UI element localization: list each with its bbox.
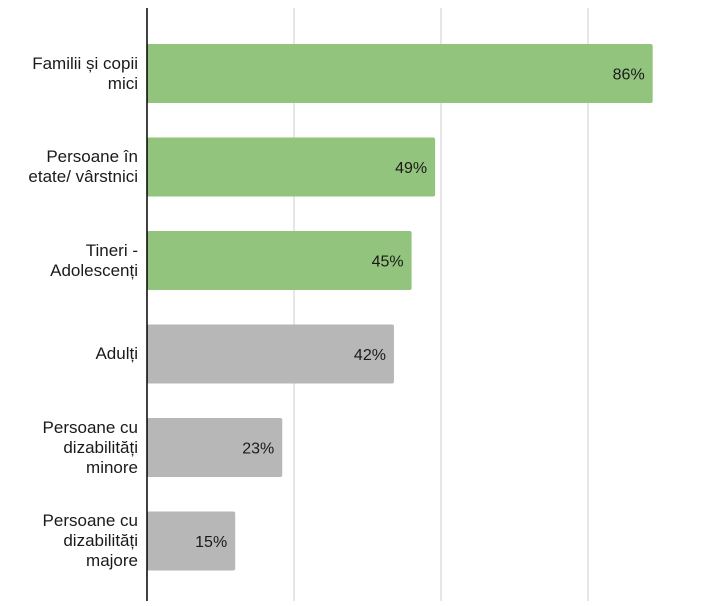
bar-2 [147,137,436,197]
bar-1 [147,44,653,103]
value-label-2: 49% [395,160,427,177]
bar-5 [147,418,283,477]
category-label-5: Persoane cu dizabilități minore [42,417,138,477]
gridlines [293,8,589,601]
category-label-2: Persoane în etate/ vârstnici [28,147,138,186]
value-label-3: 45% [372,254,404,271]
category-label-6: Persoane cu dizabilități majore [42,511,138,570]
category-label-1: Familii și copii mici [32,53,138,93]
value-label-4: 42% [354,347,386,364]
bars [147,44,653,571]
value-label-6: 15% [195,534,227,551]
bar-3 [147,231,412,290]
bar-6 [147,511,236,571]
bar-4 [147,324,394,384]
value-labels: 86% 49% 45% 42% 23% 15% [195,67,645,552]
category-label-3: Tineri - Adolescenți [50,240,138,280]
value-label-5: 23% [242,441,274,458]
value-label-1: 86% [613,67,645,84]
category-label-4: Adulți [95,344,138,363]
